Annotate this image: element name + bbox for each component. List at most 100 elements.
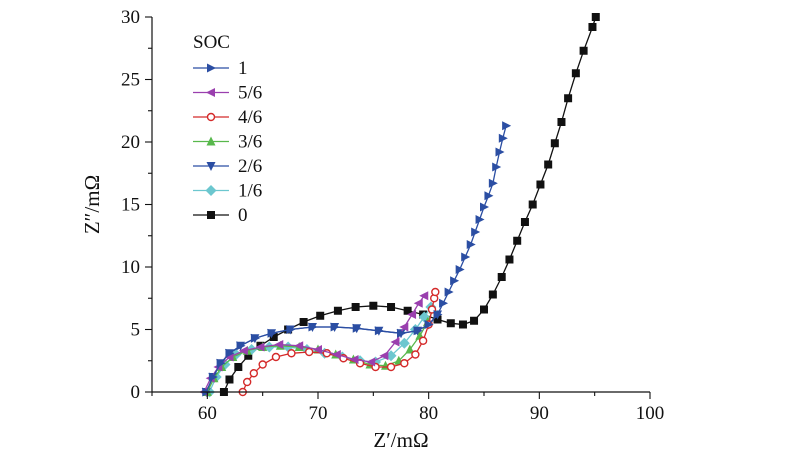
data-point: [418, 336, 428, 345]
data-point: [471, 227, 481, 237]
data-point: [330, 322, 340, 332]
data-point: [238, 346, 248, 356]
y-tick-label: 10: [121, 257, 140, 278]
data-point: [269, 333, 278, 341]
data-point: [351, 303, 360, 311]
x-axis-label: Z′/mΩ: [373, 428, 428, 452]
data-point: [444, 287, 454, 297]
legend-label: 2/6: [238, 156, 262, 177]
data-point: [403, 306, 412, 315]
data-point: [255, 342, 265, 352]
data-point: [271, 352, 281, 362]
data-point: [294, 341, 304, 351]
data-point: [450, 276, 460, 286]
data-point: [225, 375, 234, 384]
data-point: [497, 273, 506, 281]
legend-items: 1 5/6 4/6 3/6 2/6 1/6 0: [193, 58, 262, 226]
data-point: [431, 287, 440, 297]
legend-marker: [206, 136, 216, 146]
legend-item: 3/6: [193, 132, 262, 153]
series-layer: [199, 13, 600, 398]
data-point: [411, 350, 420, 359]
data-point: [387, 303, 396, 311]
x-tick-label: 60: [198, 403, 217, 424]
legend-label: 1: [238, 58, 248, 79]
data-point: [299, 318, 308, 326]
data-point: [492, 162, 502, 172]
data-point: [308, 322, 318, 332]
legend-label: 4/6: [238, 107, 262, 128]
series-0: [219, 13, 600, 396]
data-point: [250, 333, 260, 343]
data-point: [316, 311, 325, 320]
legend-label: 1/6: [238, 181, 262, 202]
data-point: [550, 139, 559, 148]
legend: SOC 1 5/6 4/6 3/6 2/6 1/6 0: [193, 32, 262, 226]
data-point: [331, 350, 341, 359]
data-point: [557, 118, 566, 126]
data-point: [498, 133, 508, 143]
legend-title: SOC: [193, 32, 230, 53]
data-point: [488, 178, 498, 188]
data-point: [480, 202, 489, 212]
data-point: [484, 191, 494, 201]
data-point: [413, 298, 423, 308]
data-point: [286, 325, 296, 334]
legend-marker: [206, 88, 215, 97]
legend-item: 1: [193, 58, 248, 79]
series-1: [202, 121, 512, 397]
axes: [145, 16, 651, 399]
legend-label: 5/6: [238, 83, 262, 104]
data-point: [208, 372, 218, 382]
data-point: [304, 347, 314, 357]
legend-marker: [205, 185, 217, 196]
data-point: [258, 360, 267, 369]
data-point: [488, 290, 497, 299]
y-axis-label: Z″/mΩ: [80, 175, 104, 234]
data-point: [249, 369, 259, 378]
y-tick-label: 30: [121, 7, 140, 28]
y-tick-label: 25: [121, 70, 140, 91]
data-point: [413, 326, 423, 336]
data-point: [274, 340, 284, 349]
data-point: [480, 305, 488, 314]
data-point: [267, 328, 277, 338]
y-tick-label: 15: [121, 195, 140, 216]
data-point: [513, 236, 522, 245]
data-point: [400, 359, 409, 368]
y-tick-label: 5: [131, 320, 141, 341]
data-point: [571, 69, 580, 78]
data-point: [461, 252, 471, 262]
data-point: [216, 358, 226, 368]
legend-item: 2/6: [193, 156, 262, 177]
data-point: [349, 355, 359, 364]
data-point: [386, 362, 396, 372]
legend-marker: [206, 162, 216, 171]
legend-marker: [207, 211, 215, 219]
legend-item: 1/6: [193, 181, 262, 202]
data-point: [424, 320, 434, 329]
data-point: [458, 320, 467, 329]
data-point: [313, 345, 322, 354]
data-point: [390, 337, 400, 347]
legend-label: 3/6: [238, 132, 262, 153]
data-point: [236, 341, 246, 351]
x-tick-label: 90: [530, 403, 549, 424]
data-point: [536, 180, 545, 189]
data-point: [399, 322, 409, 332]
data-point: [495, 147, 505, 157]
data-point: [520, 218, 529, 226]
legend-marker: [207, 63, 216, 73]
legend-item: 0: [193, 205, 248, 226]
data-point: [333, 306, 342, 315]
x-tick-label: 80: [419, 403, 438, 424]
data-point: [446, 319, 455, 328]
legend-marker: [206, 112, 216, 122]
data-point: [528, 200, 537, 209]
data-point: [397, 328, 406, 338]
data-point: [352, 323, 362, 333]
data-point: [588, 23, 597, 31]
data-point: [374, 326, 384, 336]
